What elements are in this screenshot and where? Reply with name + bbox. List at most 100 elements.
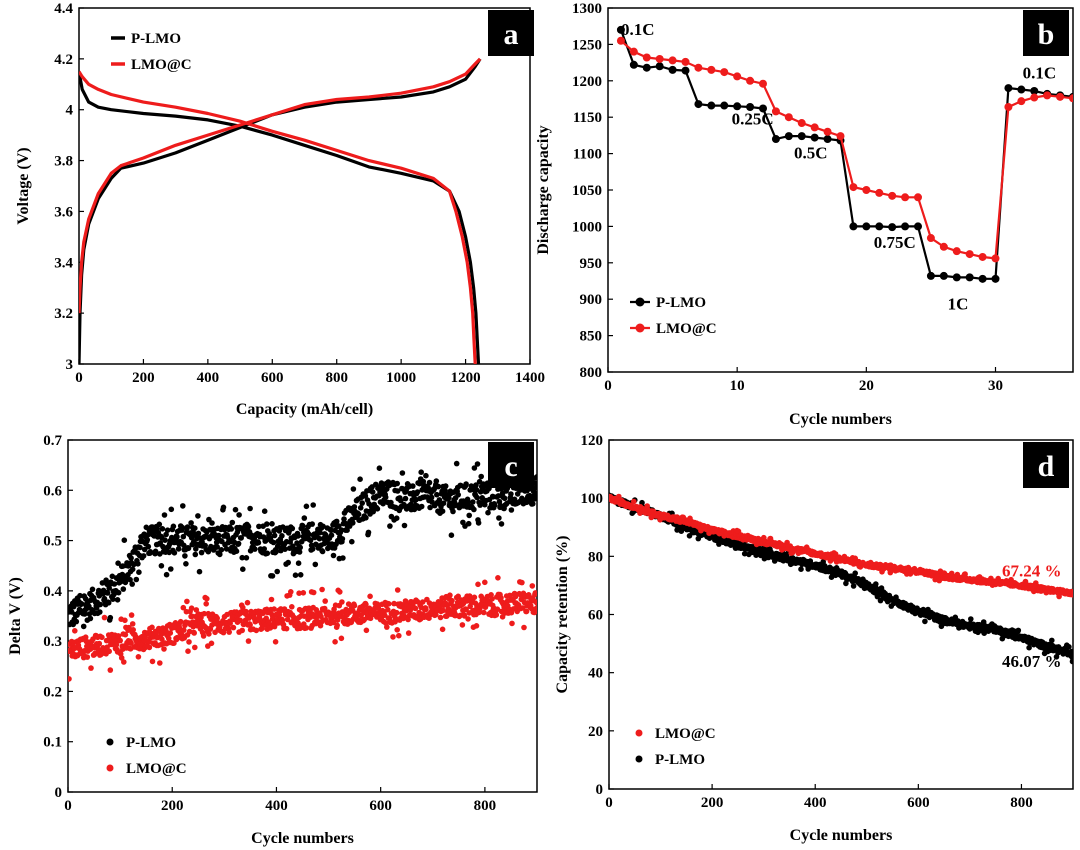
data-point-lmo-c — [823, 127, 832, 136]
data-point-lmo-c — [494, 606, 501, 612]
data-point-p-lmo — [423, 472, 429, 479]
data-point-p-lmo — [511, 496, 518, 503]
data-point-p-lmo — [109, 573, 116, 580]
data-point-lmo-c — [107, 667, 114, 673]
panel-letter: a — [504, 18, 519, 51]
data-point-lmo-c — [289, 604, 295, 610]
y-tick-label: 900 — [580, 292, 603, 308]
data-point-p-lmo — [163, 531, 169, 538]
data-point-lmo-c — [313, 607, 320, 613]
data-point-lmo-c — [337, 589, 343, 595]
x-tick-label: 1200 — [451, 370, 481, 386]
legend-label: LMO@C — [131, 57, 192, 73]
data-point-p-lmo — [374, 506, 381, 512]
plot-frame — [607, 7, 1074, 373]
data-point-p-lmo — [164, 527, 171, 533]
data-point-p-lmo — [317, 529, 323, 536]
data-point-p-lmo — [73, 618, 80, 625]
annotation-label: 0.5C — [794, 144, 828, 163]
data-point-p-lmo — [336, 523, 342, 529]
data-point-p-lmo — [129, 566, 136, 573]
data-point-p-lmo — [87, 615, 94, 622]
data-point-lmo-c — [367, 593, 373, 600]
data-point-p-lmo — [495, 493, 502, 499]
data-point-p-lmo — [129, 581, 135, 587]
series-line-lmo-c-charge — [79, 57, 482, 314]
plot-frame — [78, 7, 531, 365]
y-axis-label: Delta V (V) — [7, 577, 24, 655]
data-point-p-lmo — [264, 521, 270, 527]
data-point-p-lmo — [195, 513, 201, 519]
data-point-lmo-c — [771, 107, 780, 116]
data-point-p-lmo — [426, 479, 433, 486]
data-point-lmo-c — [99, 634, 105, 641]
data-point-p-lmo — [402, 495, 409, 502]
data-point-p-lmo — [183, 561, 189, 567]
y-axis-label: Voltage (V) — [15, 147, 32, 224]
data-point-p-lmo — [978, 274, 987, 283]
data-point-p-lmo — [195, 530, 202, 537]
data-point-lmo-c — [113, 641, 120, 648]
data-point-p-lmo — [163, 571, 170, 578]
data-point-lmo-c — [227, 620, 233, 626]
data-point-lmo-c — [440, 607, 446, 614]
data-point-lmo-c — [122, 631, 129, 638]
y-tick-label: 0.4 — [43, 584, 62, 600]
data-point-p-lmo — [382, 494, 389, 501]
data-point-p-lmo — [508, 491, 514, 497]
data-point-p-lmo — [359, 500, 366, 506]
annotation-label: 0.1C — [621, 20, 655, 39]
data-point-lmo-c — [159, 636, 165, 642]
data-point-lmo-c — [746, 76, 755, 85]
data-point-p-lmo — [156, 521, 163, 528]
data-point-p-lmo — [485, 509, 491, 516]
series-line-p-lmo — [619, 29, 1073, 280]
legend-marker — [106, 764, 114, 772]
data-point-p-lmo — [1026, 644, 1032, 651]
annotation-label: 0.1C — [1023, 64, 1057, 83]
data-point-p-lmo — [965, 273, 974, 282]
data-point-p-lmo — [93, 604, 100, 611]
plot-data — [68, 458, 537, 682]
legend-marker — [635, 297, 645, 307]
data-point-lmo-c — [1056, 92, 1065, 101]
x-tick-label: 0 — [64, 798, 72, 814]
data-point-p-lmo — [170, 523, 177, 530]
data-point-p-lmo — [297, 572, 304, 578]
data-point-p-lmo — [128, 555, 134, 561]
data-point-lmo-c — [129, 621, 136, 627]
data-point-p-lmo — [357, 476, 363, 483]
data-point-lmo-c — [247, 622, 253, 628]
data-point-lmo-c — [390, 634, 396, 640]
panel-b: 0 10 20 30 800 850 900 950 1000 1050 1100 1150 1200 1… — [535, 1, 1074, 428]
data-point-lmo-c — [733, 72, 742, 81]
data-point-p-lmo — [393, 515, 400, 521]
y-tick-label: 1200 — [572, 74, 602, 90]
data-point-p-lmo — [269, 573, 276, 579]
data-point-p-lmo — [188, 520, 194, 526]
data-point-lmo-c — [493, 612, 500, 618]
data-point-lmo-c — [407, 607, 414, 614]
data-point-p-lmo — [307, 537, 314, 544]
data-point-p-lmo — [980, 619, 987, 625]
data-point-lmo-c — [489, 596, 495, 602]
data-point-lmo-c — [393, 609, 400, 616]
data-point-p-lmo — [236, 512, 242, 518]
legend-marker — [635, 755, 643, 763]
data-point-p-lmo — [968, 616, 974, 622]
data-point-lmo-c — [206, 631, 212, 637]
data-point-lmo-c — [509, 620, 515, 627]
data-point-lmo-c — [784, 113, 793, 122]
data-point-lmo-c — [386, 601, 392, 607]
data-point-p-lmo — [266, 530, 273, 537]
data-point-p-lmo — [310, 502, 317, 508]
data-point-p-lmo — [296, 549, 303, 555]
legend: LMO@C P-LMO — [635, 726, 716, 768]
data-point-lmo-c — [214, 615, 220, 621]
data-point-p-lmo — [198, 549, 205, 556]
data-point-lmo-c — [351, 602, 358, 609]
data-point-p-lmo — [140, 553, 147, 559]
x-tick-label: 0 — [75, 370, 83, 386]
data-point-p-lmo — [256, 523, 262, 530]
data-point-p-lmo — [285, 559, 292, 566]
